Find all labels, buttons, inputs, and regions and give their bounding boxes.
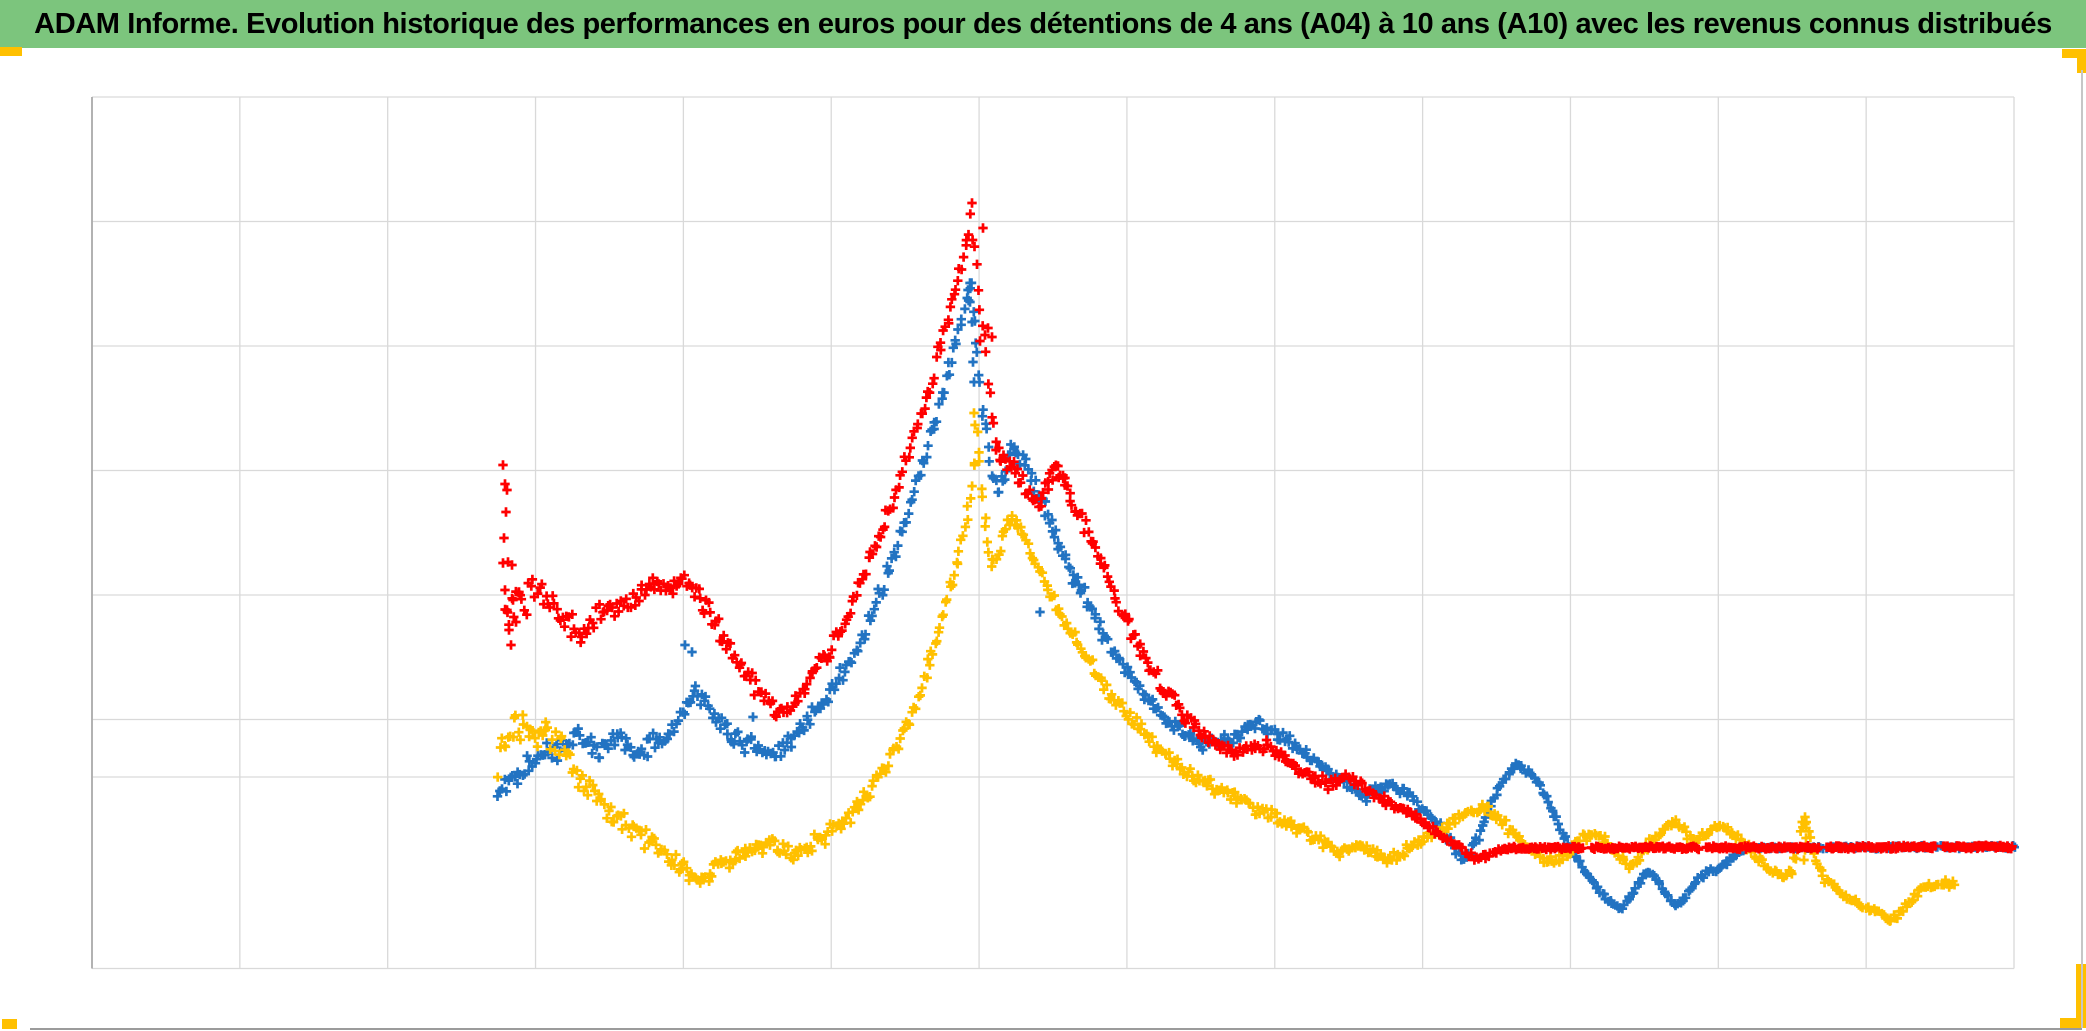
page-bottom-edge (30, 1028, 2082, 1030)
corner-mark-top-left-icon (0, 47, 22, 56)
corner-mark-top-right-icon (2077, 49, 2086, 73)
corner-mark-top-right-icon (2062, 49, 2086, 58)
page-right-edge (2081, 70, 2083, 1028)
series-gold (493, 408, 1960, 926)
corner-mark-bottom-left-icon (2, 1019, 17, 1029)
page-title: ADAM Informe. Evolution historique des p… (34, 7, 2052, 40)
corner-mark-bottom-right-icon (2060, 1018, 2086, 1028)
series-red (498, 198, 2017, 865)
title-bar: ADAM Informe. Evolution historique des p… (0, 0, 2086, 48)
